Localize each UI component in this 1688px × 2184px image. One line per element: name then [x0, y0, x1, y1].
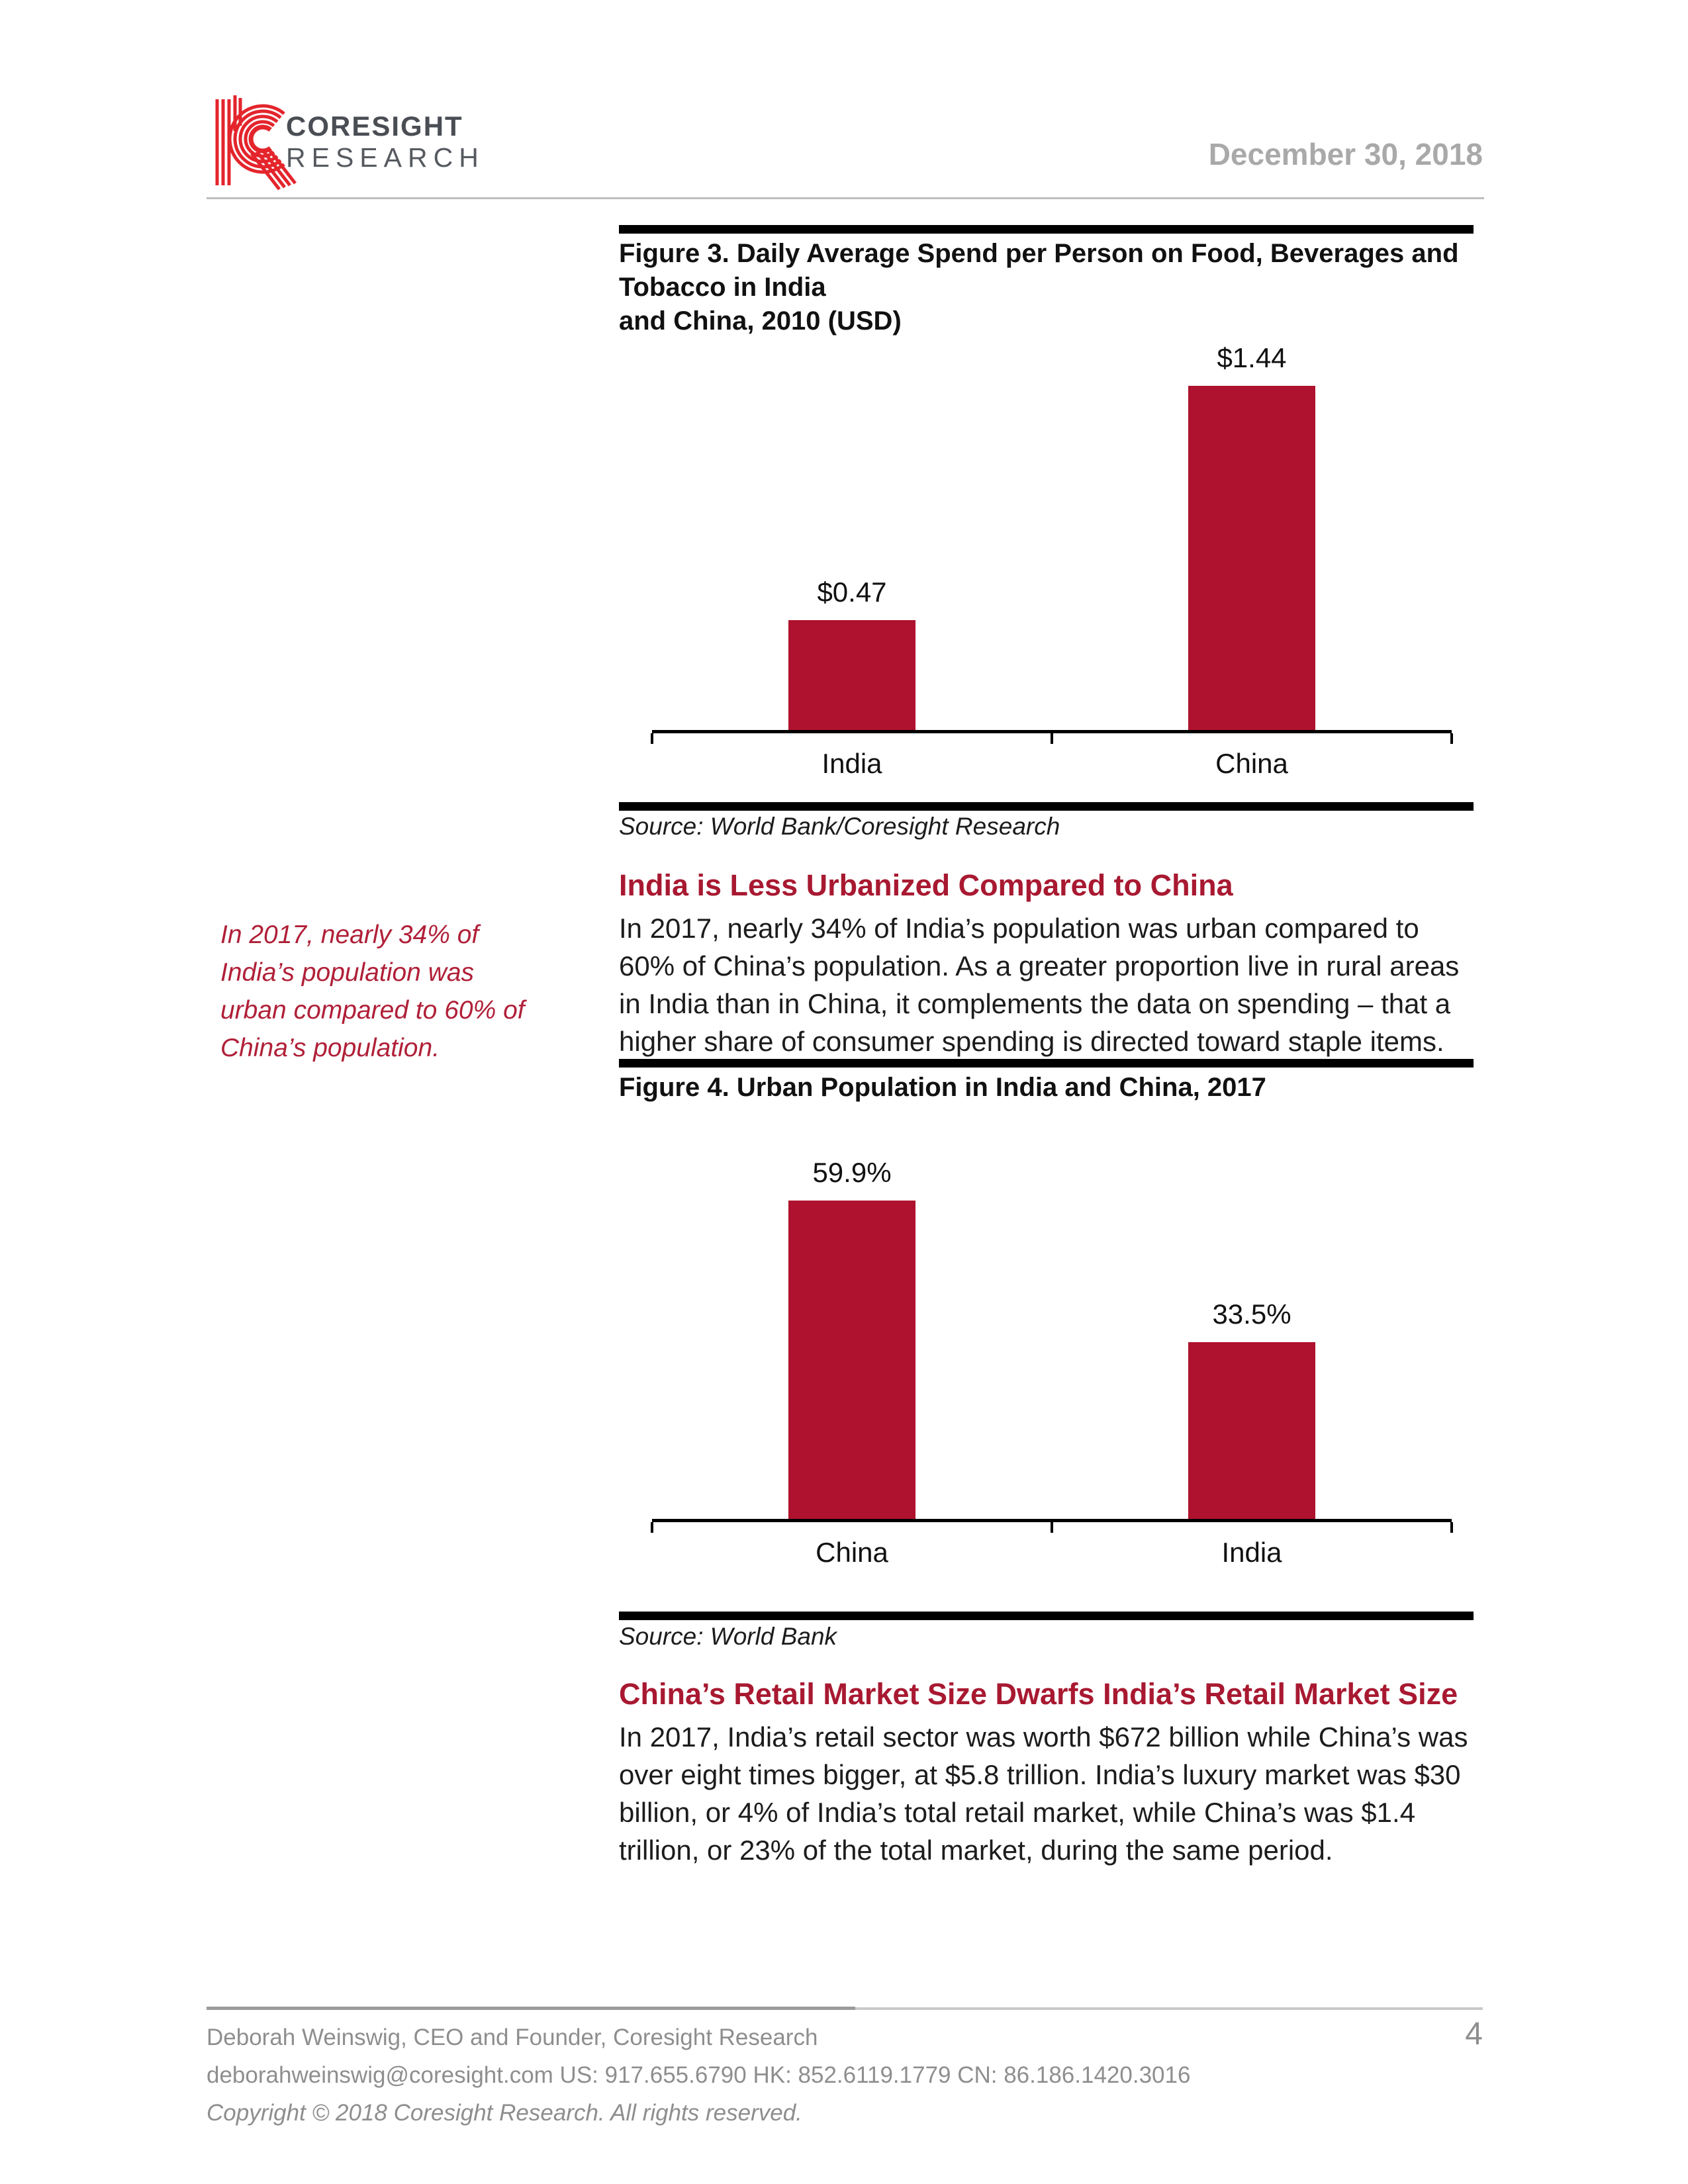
figure3-top-divider: [619, 225, 1474, 234]
bar-india: [1188, 1342, 1315, 1522]
footer-contact-line: deborahweinswig@coresight.com US: 917.65…: [207, 2062, 1191, 2088]
figure3-bottom-divider: [619, 802, 1474, 811]
bar-group-china: 59.9%: [788, 1157, 915, 1522]
footer-copyright-line: Copyright © 2018 Coresight Research. All…: [207, 2100, 802, 2126]
x-axis-line: [652, 1519, 1452, 1522]
section1-paragraph: In 2017, nearly 34% of India’s populatio…: [619, 913, 1460, 1057]
value-label-india: $0.47: [817, 576, 887, 608]
figure4-plot-area: 59.9% 33.5%: [651, 1125, 1453, 1533]
axis-tick-middle: [1051, 733, 1053, 744]
figure4-top-divider: [619, 1059, 1474, 1068]
footer-divider-accent: [207, 2007, 855, 2010]
value-label-china: 59.9%: [812, 1157, 892, 1188]
figure3-plot-area: $0.47 $1.44: [651, 311, 1453, 744]
category-label-india: India: [1221, 1537, 1282, 1568]
figure4-source: Source: World Bank: [619, 1623, 837, 1650]
section2-heading: China’s Retail Market Size Dwarfs India’…: [619, 1677, 1458, 1711]
footer-block: Deborah Weinswig, CEO and Founder, Cores…: [207, 2019, 1190, 2132]
section2-paragraph: In 2017, India’s retail sector was worth…: [619, 1721, 1468, 1866]
figure4-chart: 59.9% 33.5% China India: [651, 1125, 1453, 1569]
axis-tick-right: [1450, 733, 1453, 744]
value-label-china: $1.44: [1217, 342, 1287, 373]
category-label-china: China: [816, 1537, 888, 1568]
section1-heading: India is Less Urbanized Compared to Chin…: [619, 868, 1233, 902]
bar-china: [1188, 386, 1315, 733]
figure4-category-labels: China India: [652, 1522, 1452, 1569]
value-label-india: 33.5%: [1212, 1298, 1291, 1330]
report-date: December 30, 2018: [1208, 137, 1483, 171]
figure4-bottom-divider: [619, 1612, 1474, 1620]
brand-wordmark: CORESIGHT RESEARCH: [286, 113, 485, 171]
margin-callout: In 2017, nearly 34% of India’s populatio…: [220, 921, 525, 1062]
header-divider: [207, 197, 1484, 199]
category-label-china: China: [1215, 748, 1288, 779]
x-axis-line: [652, 730, 1452, 733]
brand-subname: RESEARCH: [286, 142, 485, 173]
bar-group-india: $0.47: [788, 576, 915, 733]
figure3-category-labels: India China: [652, 733, 1452, 780]
footer-author-line: Deborah Weinswig, CEO and Founder, Cores…: [207, 2025, 818, 2050]
figure3-title-line1: Figure 3. Daily Average Spend per Person…: [619, 239, 1459, 302]
bar-group-china: $1.44: [1188, 342, 1315, 733]
axis-tick-right: [1450, 1522, 1453, 1533]
axis-tick-left: [651, 1522, 653, 1533]
bar-china: [788, 1201, 915, 1522]
figure4-title: Figure 4. Urban Population in India and …: [619, 1073, 1266, 1102]
axis-tick-left: [651, 733, 653, 744]
axis-tick-middle: [1051, 1522, 1053, 1533]
bar-group-india: 33.5%: [1188, 1298, 1315, 1522]
figure3-title-line2: and China, 2010 (USD): [619, 306, 902, 336]
figure3-chart: $0.47 $1.44 India China: [651, 311, 1453, 780]
category-label-india: India: [821, 748, 882, 779]
bar-india: [788, 620, 915, 733]
coresight-logo-icon: [215, 95, 297, 191]
figure3-title: Figure 3. Daily Average Spend per Person…: [619, 237, 1474, 338]
figure3-source: Source: World Bank/Coresight Research: [619, 813, 1060, 840]
page-number: 4: [1465, 2017, 1483, 2052]
brand-name: CORESIGHT: [286, 111, 463, 142]
